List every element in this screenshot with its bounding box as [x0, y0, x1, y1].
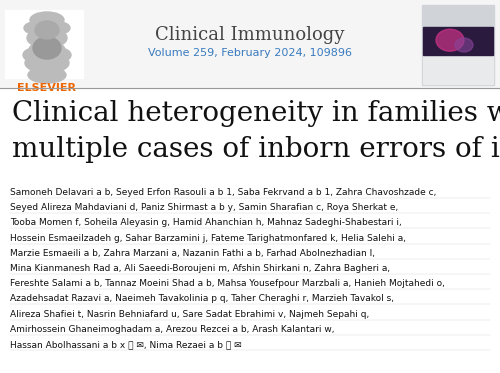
Ellipse shape [48, 22, 70, 34]
Text: Seyed Alireza Mahdaviani d, Paniz Shirmast a b y, Samin Sharafian c, Roya Sherka: Seyed Alireza Mahdaviani d, Paniz Shirma… [10, 203, 398, 212]
Ellipse shape [30, 12, 64, 28]
Text: Volume 259, February 2024, 109896: Volume 259, February 2024, 109896 [148, 48, 352, 58]
Ellipse shape [35, 21, 59, 39]
Bar [43, 46, 50, 68]
Text: Hassan Abolhassani a b x ⨉ ✉, Nima Rezaei a b ⨉ ✉: Hassan Abolhassani a b x ⨉ ✉, Nima Rezae… [10, 340, 241, 349]
Text: Alireza Shafiei t, Nasrin Behniafard u, Sare Sadat Ebrahimi v, Najmeh Sepahi q,: Alireza Shafiei t, Nasrin Behniafard u, … [10, 310, 369, 319]
Text: Clinical Immunology: Clinical Immunology [156, 26, 344, 44]
Bar [0, 0, 500, 88]
Ellipse shape [25, 53, 69, 73]
Bar [422, 5, 494, 85]
Text: ELSEVIER: ELSEVIER [18, 83, 76, 93]
Ellipse shape [27, 28, 67, 48]
Ellipse shape [436, 29, 464, 51]
Text: Fereshte Salami a b, Tannaz Moeini Shad a b, Mahsa Yousefpour Marzbali a, Hanieh: Fereshte Salami a b, Tannaz Moeini Shad … [10, 279, 445, 288]
Text: Marzie Esmaeili a b, Zahra Marzani a, Nazanin Fathi a b, Farhad Abolnezhadian l,: Marzie Esmaeili a b, Zahra Marzani a, Na… [10, 249, 375, 258]
Text: Tooba Momen f, Soheila Aleyasin g, Hamid Ahanchian h, Mahnaz Sadeghi-Shabestari : Tooba Momen f, Soheila Aleyasin g, Hamid… [10, 219, 402, 228]
Bar [423, 26, 493, 54]
Ellipse shape [33, 37, 61, 59]
Ellipse shape [455, 38, 473, 52]
Ellipse shape [47, 48, 71, 62]
Ellipse shape [29, 41, 65, 59]
Ellipse shape [24, 22, 46, 34]
Text: Mina Kianmanesh Rad a, Ali Saeedi-Boroujeni m, Afshin Shirkani n, Zahra Bagheri : Mina Kianmanesh Rad a, Ali Saeedi-Borouj… [10, 264, 390, 273]
Bar [5, 10, 83, 78]
Text: Samoneh Delavari a b, Seyed Erfon Rasouli a b 1, Saba Fekrvand a b 1, Zahra Chav: Samoneh Delavari a b, Seyed Erfon Rasoul… [10, 188, 436, 197]
Text: Hossein Esmaeilzadeh g, Sahar Barzamini j, Fateme Tarighatmonfared k, Helia Sale: Hossein Esmaeilzadeh g, Sahar Barzamini … [10, 233, 406, 242]
Text: Clinical heterogeneity in families with: Clinical heterogeneity in families with [12, 100, 500, 127]
Ellipse shape [23, 48, 47, 62]
Text: multiple cases of inborn errors of immunity: multiple cases of inborn errors of immun… [12, 136, 500, 163]
Ellipse shape [28, 67, 66, 83]
Text: Amirhossein Ghaneimoghadam a, Arezou Rezcei a b, Arash Kalantari w,: Amirhossein Ghaneimoghadam a, Arezou Rez… [10, 325, 334, 334]
Bar [423, 56, 493, 84]
Text: Azadehsadat Razavi a, Naeimeh Tavakolinia p q, Taher Cheraghi r, Marzieh Tavakol: Azadehsadat Razavi a, Naeimeh Tavakolini… [10, 294, 394, 303]
